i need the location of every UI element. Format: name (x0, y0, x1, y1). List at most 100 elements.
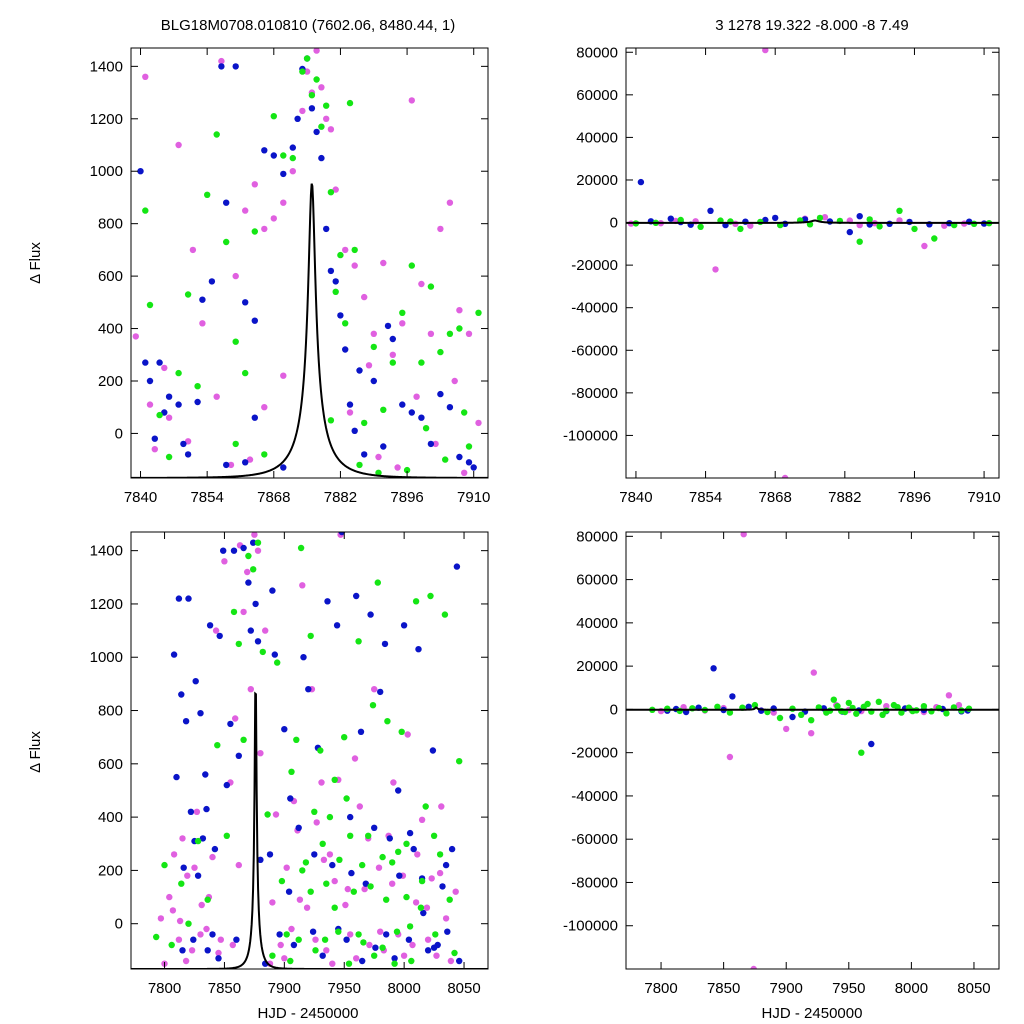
data-point-green (475, 309, 482, 316)
data-point-magenta (280, 199, 287, 206)
data-point-magenta (235, 861, 242, 869)
data-point-blue (305, 686, 312, 693)
data-point-green (864, 700, 871, 708)
y-tick-label: 400 (98, 321, 123, 338)
data-point-blue (381, 640, 389, 648)
data-point-blue (391, 955, 398, 962)
data-point-green (326, 813, 334, 821)
data-point-magenta (296, 896, 304, 903)
data-point-green (204, 191, 211, 198)
data-point-blue (367, 611, 374, 618)
x-tick-label: 7882 (324, 489, 357, 506)
data-point-magenta (747, 222, 754, 229)
y-tick-label: -20000 (571, 745, 618, 762)
data-point-green (343, 795, 350, 802)
data-point-green (369, 702, 377, 709)
data-point-green (408, 262, 415, 269)
data-point-green (235, 640, 242, 648)
data-point-blue (370, 377, 377, 385)
data-point-magenta (288, 925, 295, 933)
y-tick-label: 40000 (576, 615, 618, 632)
data-point-blue (142, 359, 149, 366)
data-point-green (161, 861, 168, 869)
data-point-blue (324, 598, 331, 605)
data-point-green (374, 579, 381, 586)
data-point-blue (327, 267, 335, 275)
x-tick-label: 7950 (328, 980, 361, 997)
x-tick-label: 7896 (390, 489, 423, 506)
data-point-blue (165, 393, 173, 400)
data-point-blue (194, 872, 202, 879)
data-point-blue (251, 317, 258, 324)
data-point-blue (192, 678, 199, 685)
data-point-green (451, 949, 458, 957)
data-point-blue (442, 861, 450, 869)
data-point-magenta (327, 126, 335, 133)
data-point-green (858, 749, 865, 756)
data-point-green (737, 225, 744, 233)
data-point-green (442, 456, 449, 463)
data-point-blue (235, 752, 242, 759)
data-point-green (313, 76, 320, 83)
data-point-magenta (132, 333, 139, 340)
data-point-green (342, 320, 349, 327)
data-point-blue (343, 936, 350, 943)
data-point-magenta (945, 692, 953, 699)
data-point-magenta (299, 107, 306, 115)
data-point-magenta (166, 893, 173, 901)
bottom-left-frame (130, 531, 489, 970)
data-point-magenta (371, 686, 378, 693)
data-point-green (355, 638, 362, 645)
data-point-green (379, 853, 386, 861)
data-point-magenta (409, 941, 416, 949)
data-point-magenta (277, 941, 284, 949)
data-point-blue (281, 726, 288, 733)
data-point-green (408, 957, 415, 965)
top-right-model-curve (626, 219, 999, 224)
y-tick-label: 40000 (576, 129, 618, 146)
data-point-magenta (370, 330, 377, 337)
data-point-green (456, 758, 463, 765)
data-point-green (288, 768, 295, 775)
data-point-blue (227, 720, 234, 728)
data-point-blue (429, 747, 437, 754)
y-tick-label: 60000 (576, 87, 618, 104)
data-point-blue (170, 651, 178, 658)
data-point-green (403, 893, 410, 901)
data-point-blue (380, 443, 387, 450)
bottom-right-frame (625, 531, 1000, 970)
data-point-magenta (941, 222, 948, 229)
data-point-magenta (169, 907, 177, 914)
data-point-blue (203, 805, 210, 813)
data-point-magenta (447, 957, 455, 965)
data-point-magenta (418, 280, 425, 288)
data-point-green (303, 55, 311, 62)
data-point-magenta (446, 199, 454, 206)
data-point-green (283, 931, 290, 938)
data-point-magenta (151, 446, 158, 453)
data-point-blue (742, 218, 749, 225)
data-point-magenta (170, 851, 178, 858)
data-point-green (896, 207, 903, 214)
data-point-blue (223, 461, 230, 469)
data-point-magenta (351, 262, 358, 269)
data-point-blue (215, 955, 222, 962)
data-point-blue (362, 880, 369, 887)
data-point-green (240, 736, 247, 743)
data-point-blue (420, 909, 427, 917)
data-point-magenta (283, 864, 290, 871)
data-point-blue (406, 829, 414, 837)
data-point-green (418, 877, 426, 885)
data-point-blue (448, 845, 456, 853)
data-point-magenta (217, 936, 224, 943)
data-point-magenta (313, 819, 320, 826)
data-point-green (295, 936, 302, 943)
data-point-green (299, 68, 306, 75)
data-point-magenta (750, 965, 757, 969)
data-point-magenta (456, 307, 463, 314)
data-point-magenta (272, 811, 280, 818)
data-point-green (920, 703, 928, 710)
data-point-magenta (193, 808, 201, 815)
data-point-green (269, 952, 276, 959)
